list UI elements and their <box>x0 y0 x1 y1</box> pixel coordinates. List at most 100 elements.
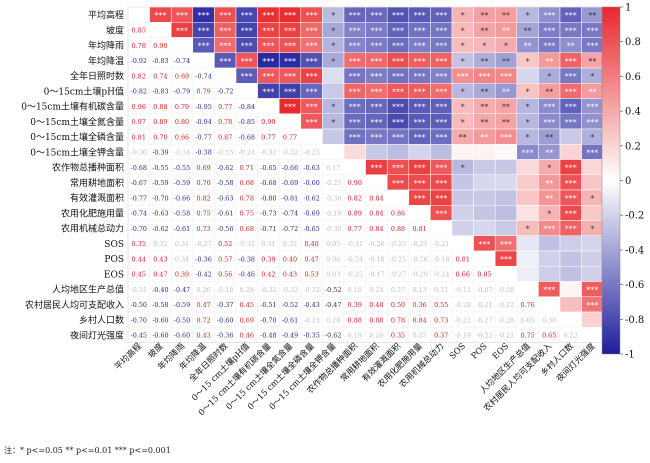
colorbar-tick-label: -0.6 <box>625 280 644 291</box>
value-label: -0.63 <box>152 210 168 218</box>
significance-label: *** <box>219 11 231 20</box>
heatmap-cell <box>494 159 518 175</box>
significance-label: *** <box>349 57 361 66</box>
heatmap-cell-diagonal <box>149 22 172 38</box>
value-label: 0.68 <box>240 225 254 233</box>
value-label: -0.30 <box>325 194 341 202</box>
significance-label: * <box>461 11 465 20</box>
significance-label: *** <box>522 148 534 157</box>
value-label: 0.82 <box>132 72 146 80</box>
significance-label: *** <box>392 103 404 112</box>
colorbar-gradient <box>601 6 621 355</box>
value-label: -0.95 <box>195 103 211 111</box>
heatmap-cell-diagonal <box>365 174 388 191</box>
value-label: -0.72 <box>217 88 233 96</box>
heatmap-cell <box>451 220 474 236</box>
value-label: -0.21 <box>433 240 449 248</box>
value-label: -0.28 <box>455 301 471 309</box>
value-label: -0.18 <box>368 255 384 263</box>
significance-label: *** <box>349 72 361 81</box>
significance-label: ** <box>459 133 467 142</box>
colorbar-tick-label: -1 <box>625 350 635 361</box>
significance-label: * <box>461 164 465 173</box>
value-label: 0.28 <box>240 286 254 294</box>
value-label: 0.89 <box>348 210 362 218</box>
significance-label: *** <box>435 26 447 35</box>
value-label: -0.49 <box>282 332 298 340</box>
value-label: 0.69 <box>175 72 189 80</box>
significance-label: * <box>547 209 551 218</box>
significance-label: * <box>526 133 530 142</box>
value-label: 0.44 <box>132 255 146 263</box>
heatmap-cell <box>473 220 496 236</box>
significance-label: * <box>526 103 530 112</box>
value-label: -0.25 <box>390 240 406 248</box>
value-label: 0.30 <box>542 316 556 324</box>
significance-label: *** <box>414 57 426 66</box>
heatmap-cell <box>516 174 539 191</box>
value-label: -0.31 <box>347 240 363 248</box>
significance-label: *** <box>349 11 361 20</box>
significance-label: *** <box>262 11 274 20</box>
significance-label: *** <box>565 164 577 173</box>
heatmap-cell-diagonal <box>127 6 150 23</box>
column-label: POS <box>469 341 489 361</box>
significance-label: *** <box>435 133 447 142</box>
value-label: -0.37 <box>217 301 233 309</box>
significance-label: *** <box>565 72 577 81</box>
value-label: 0.26 <box>369 332 383 340</box>
value-label: -0.18 <box>217 286 233 294</box>
value-label: 0.53 <box>304 271 318 279</box>
value-label: 0.03 <box>326 271 340 279</box>
significance-label: * <box>461 42 465 51</box>
significance-label: * <box>547 72 551 81</box>
significance-label: *** <box>370 42 382 51</box>
significance-label: *** <box>435 87 447 96</box>
significance-note: 注：* p<=0.05 ** p<=0.01 *** p<=0.001 <box>4 446 171 455</box>
heatmap-cell <box>559 235 582 252</box>
value-label: -0.27 <box>390 271 406 279</box>
heatmap-cell <box>581 159 604 175</box>
value-label: -0.22 <box>455 316 471 324</box>
significance-label: *** <box>262 57 274 66</box>
significance-label: ** <box>545 57 553 66</box>
significance-label: *** <box>370 103 382 112</box>
value-label: -0.71 <box>260 225 276 233</box>
value-label: 0.69 <box>240 316 254 324</box>
value-label: -0.48 <box>260 332 276 340</box>
value-label: 0.05 <box>326 240 340 248</box>
heatmap-cell <box>559 144 582 160</box>
row-label: SOS <box>104 240 124 250</box>
significance-label: *** <box>284 72 296 81</box>
row-label: EOS <box>104 270 124 280</box>
significance-label: * <box>590 194 594 203</box>
significance-label: *** <box>565 57 577 66</box>
colorbar-tick-label: 0.8 <box>625 37 641 48</box>
heatmap-cell <box>581 235 604 252</box>
heatmap-cell-diagonal <box>473 250 496 267</box>
heatmap-cells: *** *** *** *** *** *** *** *** * *** *** *** *** ***… <box>127 6 604 343</box>
row-label: 平均高程 <box>88 9 124 21</box>
value-label: -0.46 <box>239 271 255 279</box>
column-label: 平均高程 <box>112 340 143 371</box>
heatmap-cell-diagonal <box>451 235 474 252</box>
row-label: 常用耕地面积 <box>70 177 124 189</box>
heatmap-cell <box>581 311 604 328</box>
value-label: 0.42 <box>261 271 275 279</box>
value-label: -0.32 <box>239 240 255 248</box>
value-label: 0.55 <box>434 301 448 309</box>
value-label: -0.66 <box>174 194 190 202</box>
significance-label: *** <box>586 103 598 112</box>
significance-label: ** <box>480 57 488 66</box>
significance-label: *** <box>500 72 512 81</box>
significance-label: *** <box>414 11 426 20</box>
significance-label: * <box>331 11 335 20</box>
heatmap-cell <box>473 144 496 160</box>
value-label: -0.11 <box>455 286 471 294</box>
value-label: -0.17 <box>368 271 384 279</box>
significance-label: *** <box>543 26 555 35</box>
significance-label: * <box>331 118 335 127</box>
significance-label: * <box>461 118 465 127</box>
value-label: -0.63 <box>217 194 233 202</box>
heatmap-cell-diagonal <box>430 220 453 236</box>
